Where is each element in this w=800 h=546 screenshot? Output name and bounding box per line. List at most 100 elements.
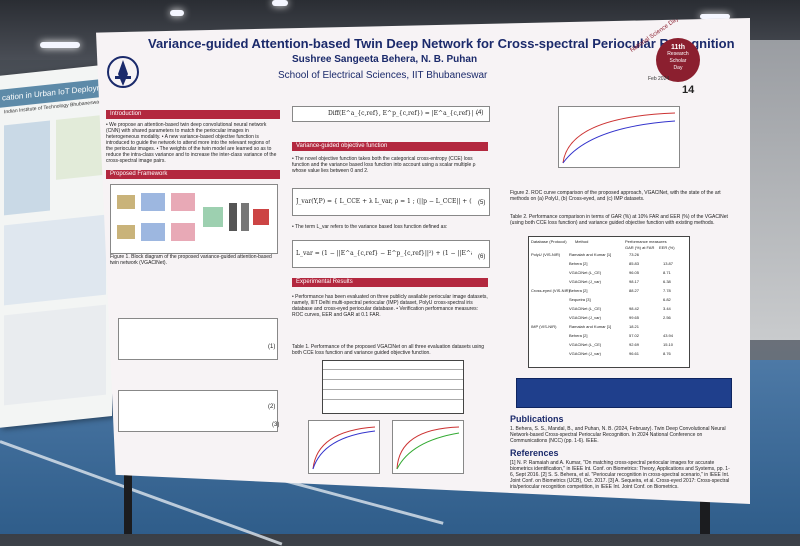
table-cell: 8.71 [663,270,671,275]
table-cell: 57.02 [629,333,640,338]
equation-box [292,188,490,216]
table-cell: Ramaiah and Kumar [1] [569,252,612,257]
roc-plot-b [392,420,464,474]
table-header: Performance measures [625,239,667,244]
publication-text: 1. Behera, S. S., Mandal, B., and Puhan,… [510,426,726,444]
comparison-table: Database (Protocol) Method Performance m… [528,236,690,368]
table-header: Method [575,239,589,244]
section-references: References [510,448,559,458]
table-cell: Behera [2] [569,261,588,266]
table-row: Cross-eyed (VIS-NIR) Behera [2] 88.27 7.78 [529,288,689,297]
table-header: Database (Protocol) [531,239,567,244]
ceiling-light [40,42,80,48]
table-cell: IMP (VIS-NIR) [531,324,557,329]
table-cell: 2.56 [663,315,671,320]
section-proposed-framework: Proposed Framework [106,170,280,179]
iit-logo-icon [107,56,139,88]
table-cell: Sequeira [3] [569,297,591,302]
table-cell: VGAClNet (L_CE) [569,342,602,347]
table-cell: 88.27 [629,288,640,293]
poster-affiliation: School of Electrical Sciences, IIT Bhuba… [278,70,488,81]
ceiling-light [272,0,288,6]
section-variance-objective: Variance-guided objective function [292,142,488,151]
section-publications: Publications [510,414,564,424]
equation-number: (2) [268,404,276,410]
left-poster-panel [4,120,50,216]
table-row: VGAClNet (J_var) 98.17 6.38 [529,279,689,288]
left-poster: cation in Urban IoT Deployment Indian In… [0,64,114,428]
left-poster-panel [56,114,106,180]
section-introduction: Introduction [106,110,280,119]
table-cell: 96.61 [629,351,640,356]
research-day-badge: 11th Research Scholar Day [656,38,700,82]
table-cell: 15.10 [663,342,674,347]
table-cell: Ramaiah and Kumar [1] [569,324,612,329]
section-experimental-results: Experimental Results [292,278,488,287]
table-cell: VGAClNet (J_var) [569,279,602,284]
table-cell: 8.76 [663,351,671,356]
badge-line: Research [667,51,689,57]
framework-diagram-svg [117,193,269,241]
table-cell: Behera [2] [569,333,588,338]
table-cell: 6.38 [663,279,671,284]
table-cell: 98.42 [629,306,640,311]
poster-stand-leg [124,470,132,534]
table-cell: 85.83 [629,261,640,266]
table-cell: 73.26 [629,252,640,257]
reference-text: [1] N. P. Ramaiah and A. Kumar, "On matc… [510,460,730,490]
equation-box [292,240,490,268]
table-row: VGAClNet (J_var) 99.65 2.56 [529,315,689,324]
left-poster-panel [4,304,106,406]
equation-var: L_var = (1 − ||E^a_{c,ref} − E^p_{c,ref}… [296,250,472,257]
conclusion-box [516,378,732,408]
badge-line: Day [673,65,683,71]
table-cell: PolyU (VIS-NIR) [531,252,561,257]
main-poster: Variance-guided Attention-based Twin Dee… [96,18,750,504]
table-cell: 92.69 [629,342,640,347]
framework-caption: Figure 1. Block diagram of the proposed … [110,254,272,266]
table-row: Behera [2] 85.83 13.87 [529,261,689,270]
table-row: PolyU (VIS-NIR) Ramaiah and Kumar [1] 73.2… [529,252,689,261]
table-caption: Table 2. Performance comparison in terms… [510,214,728,226]
figure-caption: Figure 2. ROC curve comparison of the pr… [510,190,721,202]
equation-number: (4) [476,110,484,116]
equation-number: (6) [478,254,486,260]
roc-plot-a [308,420,380,474]
badge-line: Scholar [669,58,687,64]
left-poster-panel [4,214,106,306]
table-header: GAR (%) at FAR [625,245,655,250]
table-cell: 43.94 [663,333,674,338]
ceiling-light [170,10,184,16]
table-cell: 98.17 [629,279,640,284]
table-row: IMP (VIS-NIR) Ramaiah and Kumar [1] 18.21 [529,324,689,333]
table-cell: 3.44 [663,306,671,311]
table-row: Behera [2] 57.02 43.94 [529,333,689,342]
table-cell: VGAClNet (L_CE) [569,270,602,275]
table-cell: VGAClNet (J_var) [569,351,602,356]
ceiling-light [700,14,730,19]
equation-number: (3) [272,422,280,428]
roc-curve-b [396,426,460,470]
table-cell: VGAClNet (L_CE) [569,306,602,311]
table-row: VGAClNet (J_var) 96.61 8.76 [529,351,689,360]
table-cell: Cross-eyed (VIS-NIR) [531,288,570,293]
table-row: VGAClNet (L_CE) 98.42 3.44 [529,306,689,315]
table-cell: 18.21 [629,324,640,329]
equation-number: (5) [478,200,486,206]
poster-title: Variance-guided Attention-based Twin Dee… [148,36,735,51]
results-text: • Performance has been evaluated on thre… [292,294,488,318]
equation-number: (1) [268,344,276,350]
roc-plot-c [558,106,680,168]
equation-box [292,106,490,122]
table-cell: VGAClNet (J_var) [569,315,602,320]
badge-number: 11th [670,44,685,51]
equation-loss: J_var(Y,P) = { L_CCE + λ L_var, ρ = 1 ; … [296,198,472,205]
introduction-text: • We propose an attention-based twin dee… [106,122,277,164]
board-number: 14 [682,84,695,96]
table-row: VGAClNet (L_CE) 96.05 8.71 [529,270,689,279]
equation-box [118,318,278,360]
table-cell: 7.78 [663,288,671,293]
equation-diff: Diff(E^a_{c,ref}, E^p_{c,ref}) = |E^a_{c… [328,110,478,117]
poster-authors: Sushree Sangeeta Behera, N. B. Puhan [292,54,478,65]
results-table-1 [322,360,464,414]
